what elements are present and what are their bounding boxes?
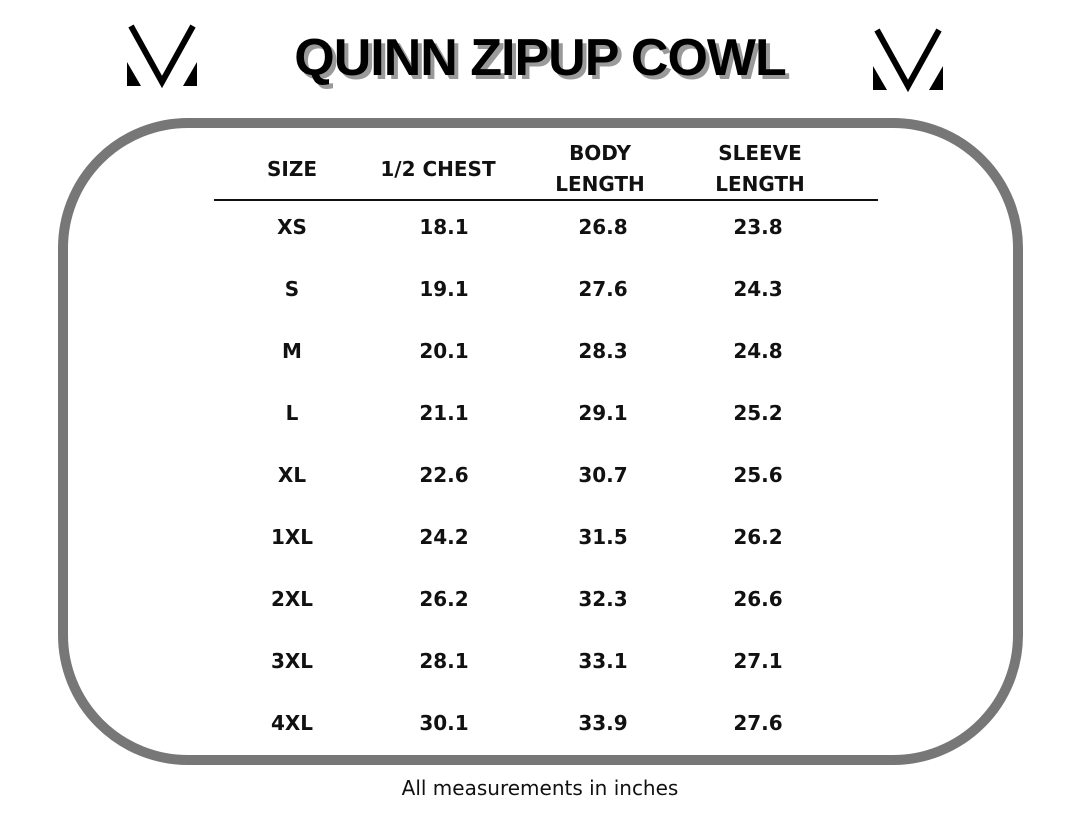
cell-size: XL — [277, 463, 307, 487]
cell-sleeve: 25.2 — [733, 401, 783, 425]
cell-sleeve: 26.2 — [733, 525, 783, 549]
cell-size: L — [285, 401, 299, 425]
cell-chest: 18.1 — [419, 215, 469, 239]
cell-chest: 24.2 — [419, 525, 469, 549]
cell-chest: 22.6 — [419, 463, 469, 487]
cell-size: 1XL — [270, 525, 314, 549]
cell-body: 33.1 — [578, 649, 628, 673]
cell-body: 33.9 — [578, 711, 628, 735]
cell-body: 26.8 — [578, 215, 628, 239]
header-chest: 1/2 CHEST — [380, 157, 496, 181]
header-body-length: BODY LENGTH — [520, 138, 680, 200]
cell-sleeve: 24.8 — [733, 339, 783, 363]
cell-size: S — [284, 277, 300, 301]
header-sleeve-line2: LENGTH — [715, 172, 805, 196]
header-body-line1: BODY — [569, 141, 631, 165]
cell-chest: 28.1 — [419, 649, 469, 673]
table-frame — [58, 118, 1023, 765]
cell-size: 2XL — [270, 587, 314, 611]
cell-body: 29.1 — [578, 401, 628, 425]
cell-size: 3XL — [270, 649, 314, 673]
cell-body: 31.5 — [578, 525, 628, 549]
cell-body: 30.7 — [578, 463, 628, 487]
cell-sleeve: 23.8 — [733, 215, 783, 239]
cell-body: 28.3 — [578, 339, 628, 363]
header-divider — [214, 199, 878, 201]
cell-chest: 26.2 — [419, 587, 469, 611]
cell-body: 27.6 — [578, 277, 628, 301]
cell-chest: 21.1 — [419, 401, 469, 425]
header-size: SIZE — [266, 157, 317, 181]
cell-size: 4XL — [270, 711, 314, 735]
cell-sleeve: 27.1 — [733, 649, 783, 673]
header-body-line2: LENGTH — [555, 172, 645, 196]
cell-chest: 30.1 — [419, 711, 469, 735]
page-title: QUINN ZIPUP COWL — [294, 29, 786, 87]
logo-right-icon — [873, 28, 943, 92]
cell-sleeve: 27.6 — [733, 711, 783, 735]
cell-body: 32.3 — [578, 587, 628, 611]
footer-note: All measurements in inches — [401, 776, 679, 800]
cell-chest: 19.1 — [419, 277, 469, 301]
cell-sleeve: 25.6 — [733, 463, 783, 487]
cell-size: M — [282, 339, 302, 363]
logo-left-icon — [127, 24, 197, 88]
cell-sleeve: 24.3 — [733, 277, 783, 301]
header-sleeve-line1: SLEEVE — [718, 141, 802, 165]
cell-size: XS — [277, 215, 307, 239]
cell-chest: 20.1 — [419, 339, 469, 363]
cell-sleeve: 26.6 — [733, 587, 783, 611]
header-sleeve-length: SLEEVE LENGTH — [680, 138, 840, 200]
